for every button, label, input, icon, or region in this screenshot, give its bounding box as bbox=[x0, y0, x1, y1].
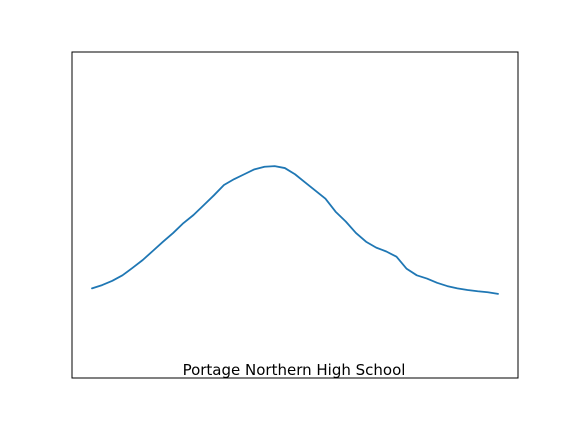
chart-caption: Portage Northern High School bbox=[183, 361, 406, 379]
series-layer bbox=[91, 165, 499, 295]
series-line-0 bbox=[91, 165, 499, 295]
plot-area-frame bbox=[71, 51, 519, 379]
